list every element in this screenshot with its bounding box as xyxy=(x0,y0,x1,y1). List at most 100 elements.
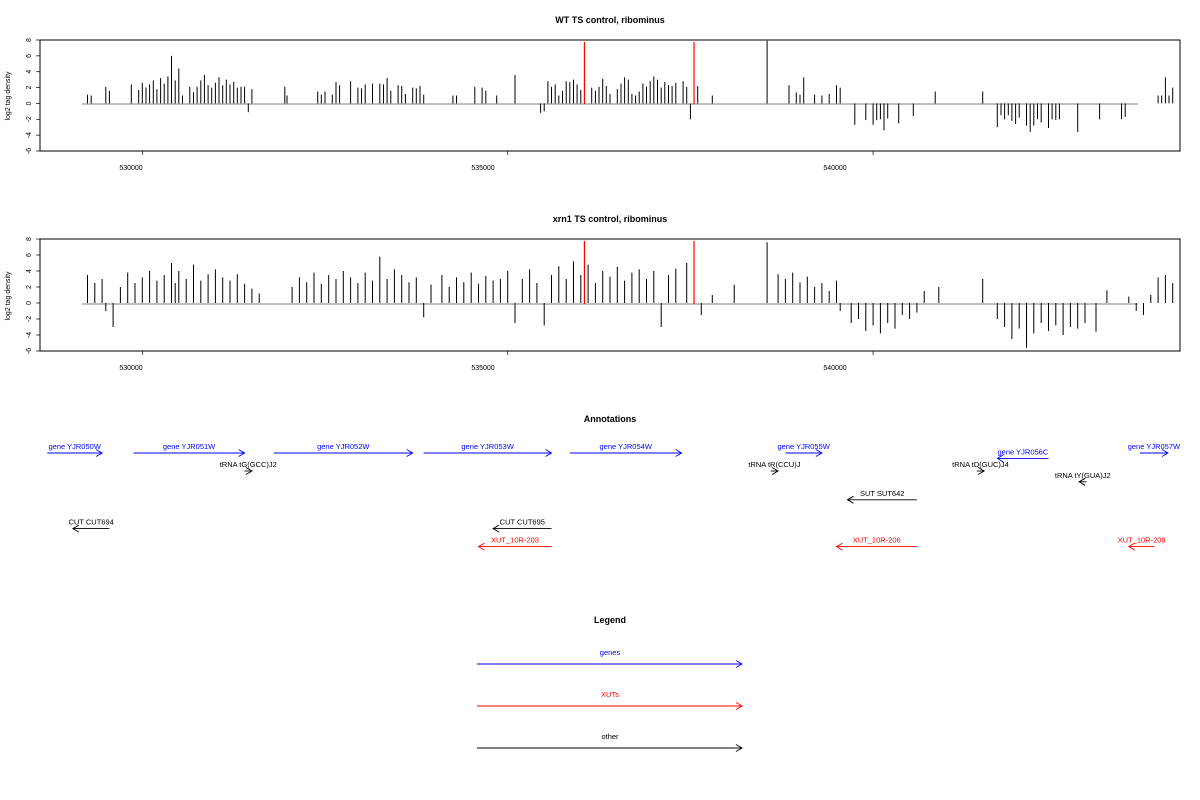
feature-cut-cut695: CUT CUT695 xyxy=(492,518,552,533)
feature-arrowhead xyxy=(71,524,80,533)
xrn1-track-y-axis: -6 -4 -2 0 2 4 6 8 xyxy=(26,237,40,354)
feature-arrowhead xyxy=(1127,542,1136,551)
feature-arrowhead xyxy=(675,449,683,457)
feature-label: gene YJR057W xyxy=(1128,442,1181,451)
feature-label: tRNA tR(CCU)J xyxy=(748,460,800,469)
feature-label: SUT SUT642 xyxy=(860,489,904,498)
legend-label: other xyxy=(601,732,619,741)
xrn1-track-bars xyxy=(87,242,1174,348)
xrn1-ytick-label: 6 xyxy=(26,253,33,257)
feature-arrowhead xyxy=(406,449,414,457)
wt-track-y-axis: -6 -4 -2 0 2 4 6 8 xyxy=(26,38,40,154)
feature-gene-yjr055w: gene YJR055W xyxy=(777,442,831,457)
feature-arrowhead xyxy=(1078,477,1086,486)
feature-trna-td-guc-j4: tRNA tD(GUC)J4 xyxy=(952,460,1009,475)
feature-label: tRNA tG(GCC)J2 xyxy=(220,460,277,469)
feature-label: gene YJR052W xyxy=(317,442,370,451)
legend-items: genes XUTs other xyxy=(477,648,743,752)
feature-gene-yjr052w: gene YJR052W xyxy=(273,442,414,457)
legend-arrowhead xyxy=(735,702,743,710)
xrn1-ytick-label: -2 xyxy=(26,316,33,322)
feature-gene-yjr053w: gene YJR053W xyxy=(423,442,553,457)
feature-label: tRNA tY(GUA)J2 xyxy=(1055,471,1111,480)
xrn1-track-ylabel: log2 tag density xyxy=(5,271,12,321)
xrn1-xtick-label-540000: 540000 xyxy=(823,365,846,372)
xrn1-track-panel: xrn1 TS control, ribominus log2 tag dens… xyxy=(5,214,1181,372)
wt-ytick-label: 2 xyxy=(26,86,33,90)
xrn1-ytick-label: 2 xyxy=(26,285,33,289)
xrn1-ytick-label: 8 xyxy=(26,237,33,241)
feature-label: tRNA tD(GUC)J4 xyxy=(952,460,1009,469)
wt-ytick-label: 8 xyxy=(26,38,33,42)
wt-track-x-axis: 530000 535000 540000 xyxy=(119,151,874,172)
feature-trna-tg-gcc-j2: tRNA tG(GCC)J2 xyxy=(220,460,277,475)
legend-item-other: other xyxy=(477,732,743,752)
feature-label: gene YJR054W xyxy=(600,442,653,451)
feature-arrowhead xyxy=(815,449,823,457)
xrn1-ytick-label: 4 xyxy=(26,269,33,273)
feature-arrowhead xyxy=(245,467,253,475)
legend-item-genes: genes xyxy=(477,648,743,668)
legend-arrowhead xyxy=(735,744,743,752)
xrn1-ytick-label: 0 xyxy=(26,301,33,305)
xrn1-ytick-label: -6 xyxy=(26,348,33,354)
wt-xtick-label-540000: 540000 xyxy=(823,165,846,172)
feature-sut-sut642: SUT SUT642 xyxy=(846,489,917,504)
feature-arrowhead xyxy=(545,449,553,457)
wt-xtick-label-530000: 530000 xyxy=(119,165,142,172)
annotations-panel: Annotations gene YJR050W gene YJR051W gene… xyxy=(47,414,1181,551)
feature-arrowhead xyxy=(238,449,246,457)
feature-arrowhead xyxy=(996,454,1004,463)
feature-label: gene YJR051W xyxy=(163,442,216,451)
feature-gene-yjr050w: gene YJR050W xyxy=(47,442,104,457)
feature-arrowhead xyxy=(492,524,500,533)
feature-gene-yjr056c: gene YJR056C xyxy=(996,447,1049,463)
wt-ytick-label: 6 xyxy=(26,54,33,58)
feature-xut-10r-206: XUT_10R-206 xyxy=(835,536,917,551)
wt-ytick-label: -4 xyxy=(26,132,33,138)
feature-label: gene YJR050W xyxy=(49,442,102,451)
feature-xut-10r-203: XUT_10R-203 xyxy=(477,536,552,551)
xrn1-track-title: xrn1 TS control, ribominus xyxy=(553,214,668,224)
feature-label: XUT_10R-203 xyxy=(491,536,539,545)
feature-label: gene YJR053W xyxy=(461,442,514,451)
feature-cut-cut694: CUT CUT694 xyxy=(69,518,114,533)
feature-trna-tr-ccu-j: tRNA tR(CCU)J xyxy=(748,460,801,475)
feature-label: gene YJR056C xyxy=(998,447,1049,456)
wt-track-ylabel: log2 tag density xyxy=(5,71,12,121)
xrn1-track-markers xyxy=(583,241,695,304)
wt-track-title: WT TS control, ribominus xyxy=(555,15,665,25)
wt-track-panel: WT TS control, ribominus log2 tag densit… xyxy=(5,15,1181,172)
feature-trna-ty-gua-j2: tRNA tY(GUA)J2 xyxy=(1055,471,1111,486)
xrn1-track-plot-frame xyxy=(39,238,1181,352)
legend-arrowhead xyxy=(735,660,743,668)
legend-title: Legend xyxy=(594,615,626,625)
feature-arrowhead xyxy=(1161,449,1169,457)
feature-arrowhead xyxy=(95,449,104,457)
xrn1-xtick-label-530000: 530000 xyxy=(119,365,142,372)
feature-gene-yjr051w: gene YJR051W xyxy=(133,442,246,457)
wt-ytick-label: 0 xyxy=(26,101,33,105)
wt-track-plot-frame xyxy=(39,39,1181,152)
wt-track-markers xyxy=(583,42,695,104)
xrn1-ytick-label: -4 xyxy=(26,332,33,338)
wt-track-bars xyxy=(87,40,1174,132)
feature-xut-10r-209: XUT_10R-209 xyxy=(1118,536,1166,551)
feature-label: XUT_10R-209 xyxy=(1118,536,1166,545)
feature-label: gene YJR055W xyxy=(777,442,830,451)
feature-label: XUT_10R-206 xyxy=(853,536,901,545)
feature-arrowhead xyxy=(846,495,854,504)
xrn1-track-x-axis: 530000 535000 540000 xyxy=(119,351,874,372)
feature-list: gene YJR050W gene YJR051W gene YJR052W gene… xyxy=(47,442,1181,551)
feature-label: CUT CUT695 xyxy=(500,518,545,527)
legend-label: XUTs xyxy=(601,690,619,699)
legend-item-xuts: XUTs xyxy=(477,690,743,710)
feature-arrowhead xyxy=(771,467,779,475)
wt-ytick-label: -6 xyxy=(26,148,33,154)
legend: Legend genes XUTs other xyxy=(477,615,743,752)
wt-ytick-label: -2 xyxy=(26,116,33,122)
wt-ytick-label: 4 xyxy=(26,70,33,74)
legend-label: genes xyxy=(600,648,621,657)
feature-arrowhead xyxy=(835,542,843,551)
